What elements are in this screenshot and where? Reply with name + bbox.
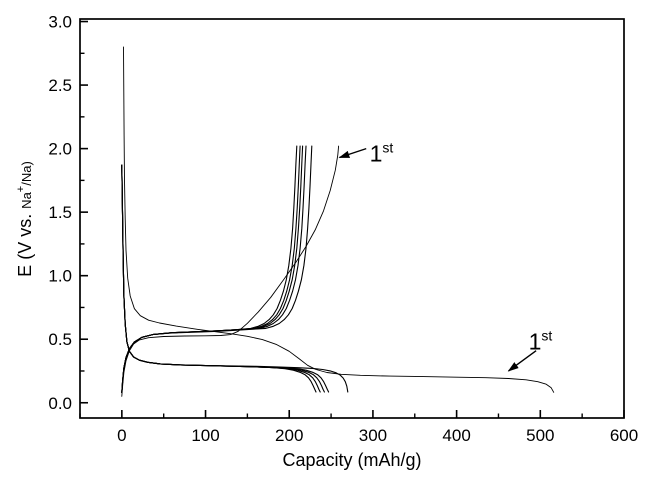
label-1st-discharge-arrow — [507, 350, 537, 372]
curve-charge-cycle4 — [121, 145, 304, 394]
plot-frame — [79, 18, 625, 419]
y-tick-label: 0.0 — [48, 394, 72, 413]
y-axis-label: E (V vs.Na+/Na) — [15, 161, 35, 277]
x-tick-label: 100 — [191, 426, 219, 445]
curve-charge-cycle6 — [121, 145, 298, 394]
y-tick-label: 3.0 — [48, 13, 72, 32]
x-axis-label: Capacity (mAh/g) — [282, 450, 421, 470]
curve-charge-cycle2 — [121, 145, 313, 394]
x-tick-label: 500 — [526, 426, 554, 445]
label-1st-charge: 1st — [370, 139, 394, 166]
x-tick-label: 300 — [359, 426, 387, 445]
x-tick-label: 0 — [117, 426, 126, 445]
y-tick-label: 1.5 — [48, 203, 72, 222]
plot-area: 0 100 200 300 400 500 600 0.0 0.5 1.0 1.5 2.0 2.5 3.0… — [48, 13, 638, 445]
label-1st-discharge: 1st — [529, 327, 553, 354]
curve-charge-cycle5 — [121, 145, 301, 394]
curve-discharge-1st — [123, 46, 555, 393]
y-tick-label: 2.0 — [48, 140, 72, 159]
curve-discharge-cycle2 — [121, 164, 349, 393]
curve-discharge-cycle5 — [121, 164, 321, 393]
y-tick-label: 1.0 — [48, 267, 72, 286]
curve-discharge-cycle6 — [121, 164, 317, 393]
curve-charge-1st — [121, 145, 340, 397]
x-tick-label: 400 — [442, 426, 470, 445]
x-tick-label: 200 — [275, 426, 303, 445]
y-tick-label: 0.5 — [48, 330, 72, 349]
label-1st-charge-arrow — [338, 147, 367, 159]
y-tick-label: 2.5 — [48, 76, 72, 95]
curve-charge-cycle3 — [121, 145, 307, 394]
x-tick-label: 600 — [610, 426, 638, 445]
